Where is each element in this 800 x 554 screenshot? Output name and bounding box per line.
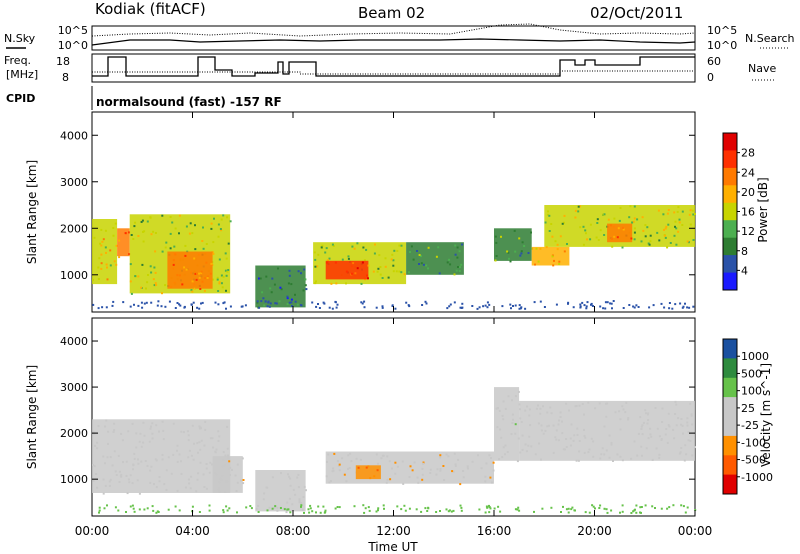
velocity-colorbar-swatch: [723, 416, 737, 437]
freq-label-1: Freq.: [4, 54, 31, 67]
frequency-panel: 18 8 60 0 Freq. [MHz] Nave: [4, 53, 776, 84]
velocity-yticks: 1000 2000 3000 4000: [60, 335, 695, 486]
velocity-colorbar-swatch: [723, 474, 737, 495]
velocity-colorbar-swatch: [723, 397, 737, 417]
x-tick-label: 00:00: [678, 524, 713, 538]
power-colorbar-swatch: [723, 272, 737, 291]
nsearch-label: N.Search: [745, 32, 795, 45]
power-colorbar-tick: 24: [741, 166, 755, 179]
nave-label: Nave: [748, 62, 776, 75]
velocity-colorbar-swatch: [723, 339, 737, 359]
x-tick-label: 12:00: [376, 524, 411, 538]
velocity-colorbar-tick: -1000: [741, 471, 773, 484]
station-title: Kodiak (fitACF): [95, 0, 206, 18]
velocity-colorbar-label: Velocity [m s^-1]: [759, 363, 773, 467]
power-colorbar-label: Power [dB]: [756, 177, 770, 242]
power-colorbar-swatch: [723, 237, 737, 256]
power-colorbar-tick: 28: [741, 147, 755, 160]
freq-tick-lo: 8: [62, 71, 69, 84]
velocity-colorbar: 1000 500 100 25 -25 -100 -500 -1000 Velocity [m…: [722, 338, 773, 495]
velocity-ytick-label: 1000: [60, 473, 88, 486]
power-colorbar-swatch: [723, 167, 737, 186]
power-ylabel: Slant Range [km]: [25, 160, 39, 264]
noise-tick-right-hi: 10^5: [707, 24, 737, 37]
velocity-colorbar-swatch: [723, 358, 737, 379]
noise-tick-left-lo: 10^0: [58, 39, 88, 52]
nave-tick-hi: 60: [707, 55, 721, 68]
velocity-panel: 1000 2000 3000 4000 Slant Range [km]: [25, 317, 697, 517]
velocity-ylabel: Slant Range [km]: [25, 365, 39, 469]
power-ytick-label: 1000: [60, 269, 88, 282]
x-tick-label: 20:00: [577, 524, 612, 538]
velocity-region-3: [325, 451, 494, 484]
cpid-panel: CPID normalsound (fast) -157 RF: [6, 86, 282, 110]
velocity-colorbar-tick: -25: [741, 419, 759, 432]
freq-label-2: [MHz]: [6, 68, 38, 81]
power-colorbar-swatch: [723, 202, 737, 221]
power-ytick-label: 4000: [60, 129, 88, 142]
x-tick-label: 00:00: [75, 524, 110, 538]
power-region-0: [92, 219, 118, 285]
velocity-region-1: [212, 456, 243, 493]
date-title: 02/Oct/2011: [590, 4, 683, 22]
power-colorbar-swatch: [723, 150, 737, 169]
power-ytick-label: 3000: [60, 176, 88, 189]
power-colorbar-tick: 4: [741, 264, 748, 277]
velocity-colorbar-tick: 25: [741, 402, 755, 415]
power-region-1: [117, 228, 130, 257]
velocity-colorbar-tick: 100: [741, 385, 762, 398]
velocity-colorbar-tick: 1000: [741, 350, 769, 363]
power-region-7: [406, 242, 464, 275]
power-region-3: [167, 251, 213, 289]
nsearch-line: [91, 23, 696, 37]
x-tick-label: 04:00: [175, 524, 210, 538]
beam-title: Beam 02: [358, 4, 425, 22]
power-yticks: 1000 2000 3000 4000: [60, 129, 695, 282]
power-region-6: [325, 260, 369, 280]
velocity-ytick-label: 2000: [60, 427, 88, 440]
nave-tick-lo: 0: [707, 71, 714, 84]
velocity-colorbar-swatch: [723, 377, 737, 398]
velocity-colorbar-tick: 500: [741, 367, 762, 380]
freq-tick-hi: 18: [56, 55, 70, 68]
power-data-group: [92, 205, 696, 310]
x-axis: 00:00 04:00 08:00 12:00 16:00 20:00 00:00: [75, 112, 713, 538]
nsky-line: [91, 38, 696, 46]
frequency-line: [92, 56, 695, 77]
velocity-colorbar-swatch: [723, 455, 737, 476]
power-ytick-label: 2000: [60, 222, 88, 235]
velocity-colorbar-tick: -500: [741, 454, 766, 467]
velocity-colorbar-swatch: [723, 435, 737, 456]
noise-tick-left-hi: 10^5: [58, 24, 88, 37]
x-tick-label: 16:00: [477, 524, 512, 538]
noise-tick-right-lo: 10^0: [707, 39, 737, 52]
power-colorbar-swatch: [723, 255, 737, 273]
power-colorbar: 28 24 20 16 12 8 4 Power [dB]: [722, 132, 770, 291]
velocity-ytick-label: 3000: [60, 381, 88, 394]
power-region-11: [607, 223, 633, 243]
power-colorbar-tick: 8: [741, 245, 748, 258]
power-panel: 1000 2000 3000 4000 Slant Range [km]: [25, 111, 696, 313]
noise-panel: 10^5 10^0 10^5 10^0 N.Sky N.Search: [4, 23, 795, 52]
velocity-data-group: [92, 387, 697, 514]
velocity-colorbar-tick: -100: [741, 436, 766, 449]
x-tick-label: 08:00: [276, 524, 311, 538]
power-colorbar-tick: 16: [741, 206, 755, 219]
x-axis-label: Time UT: [367, 540, 418, 554]
power-region-8: [494, 228, 532, 261]
cpid-label: CPID: [6, 92, 35, 105]
cpid-text: normalsound (fast) -157 RF: [96, 95, 282, 109]
power-colorbar-swatch: [723, 133, 737, 151]
velocity-region-0: [92, 419, 231, 493]
nave-line: [92, 70, 695, 75]
power-colorbar-tick: 12: [741, 225, 755, 238]
power-colorbar-swatch: [723, 185, 737, 204]
velocity-region-2: [255, 470, 306, 512]
nsky-label: N.Sky: [4, 32, 36, 45]
power-colorbar-swatch: [723, 220, 737, 239]
power-colorbar-tick: 20: [741, 186, 755, 199]
velocity-ytick-label: 4000: [60, 335, 88, 348]
